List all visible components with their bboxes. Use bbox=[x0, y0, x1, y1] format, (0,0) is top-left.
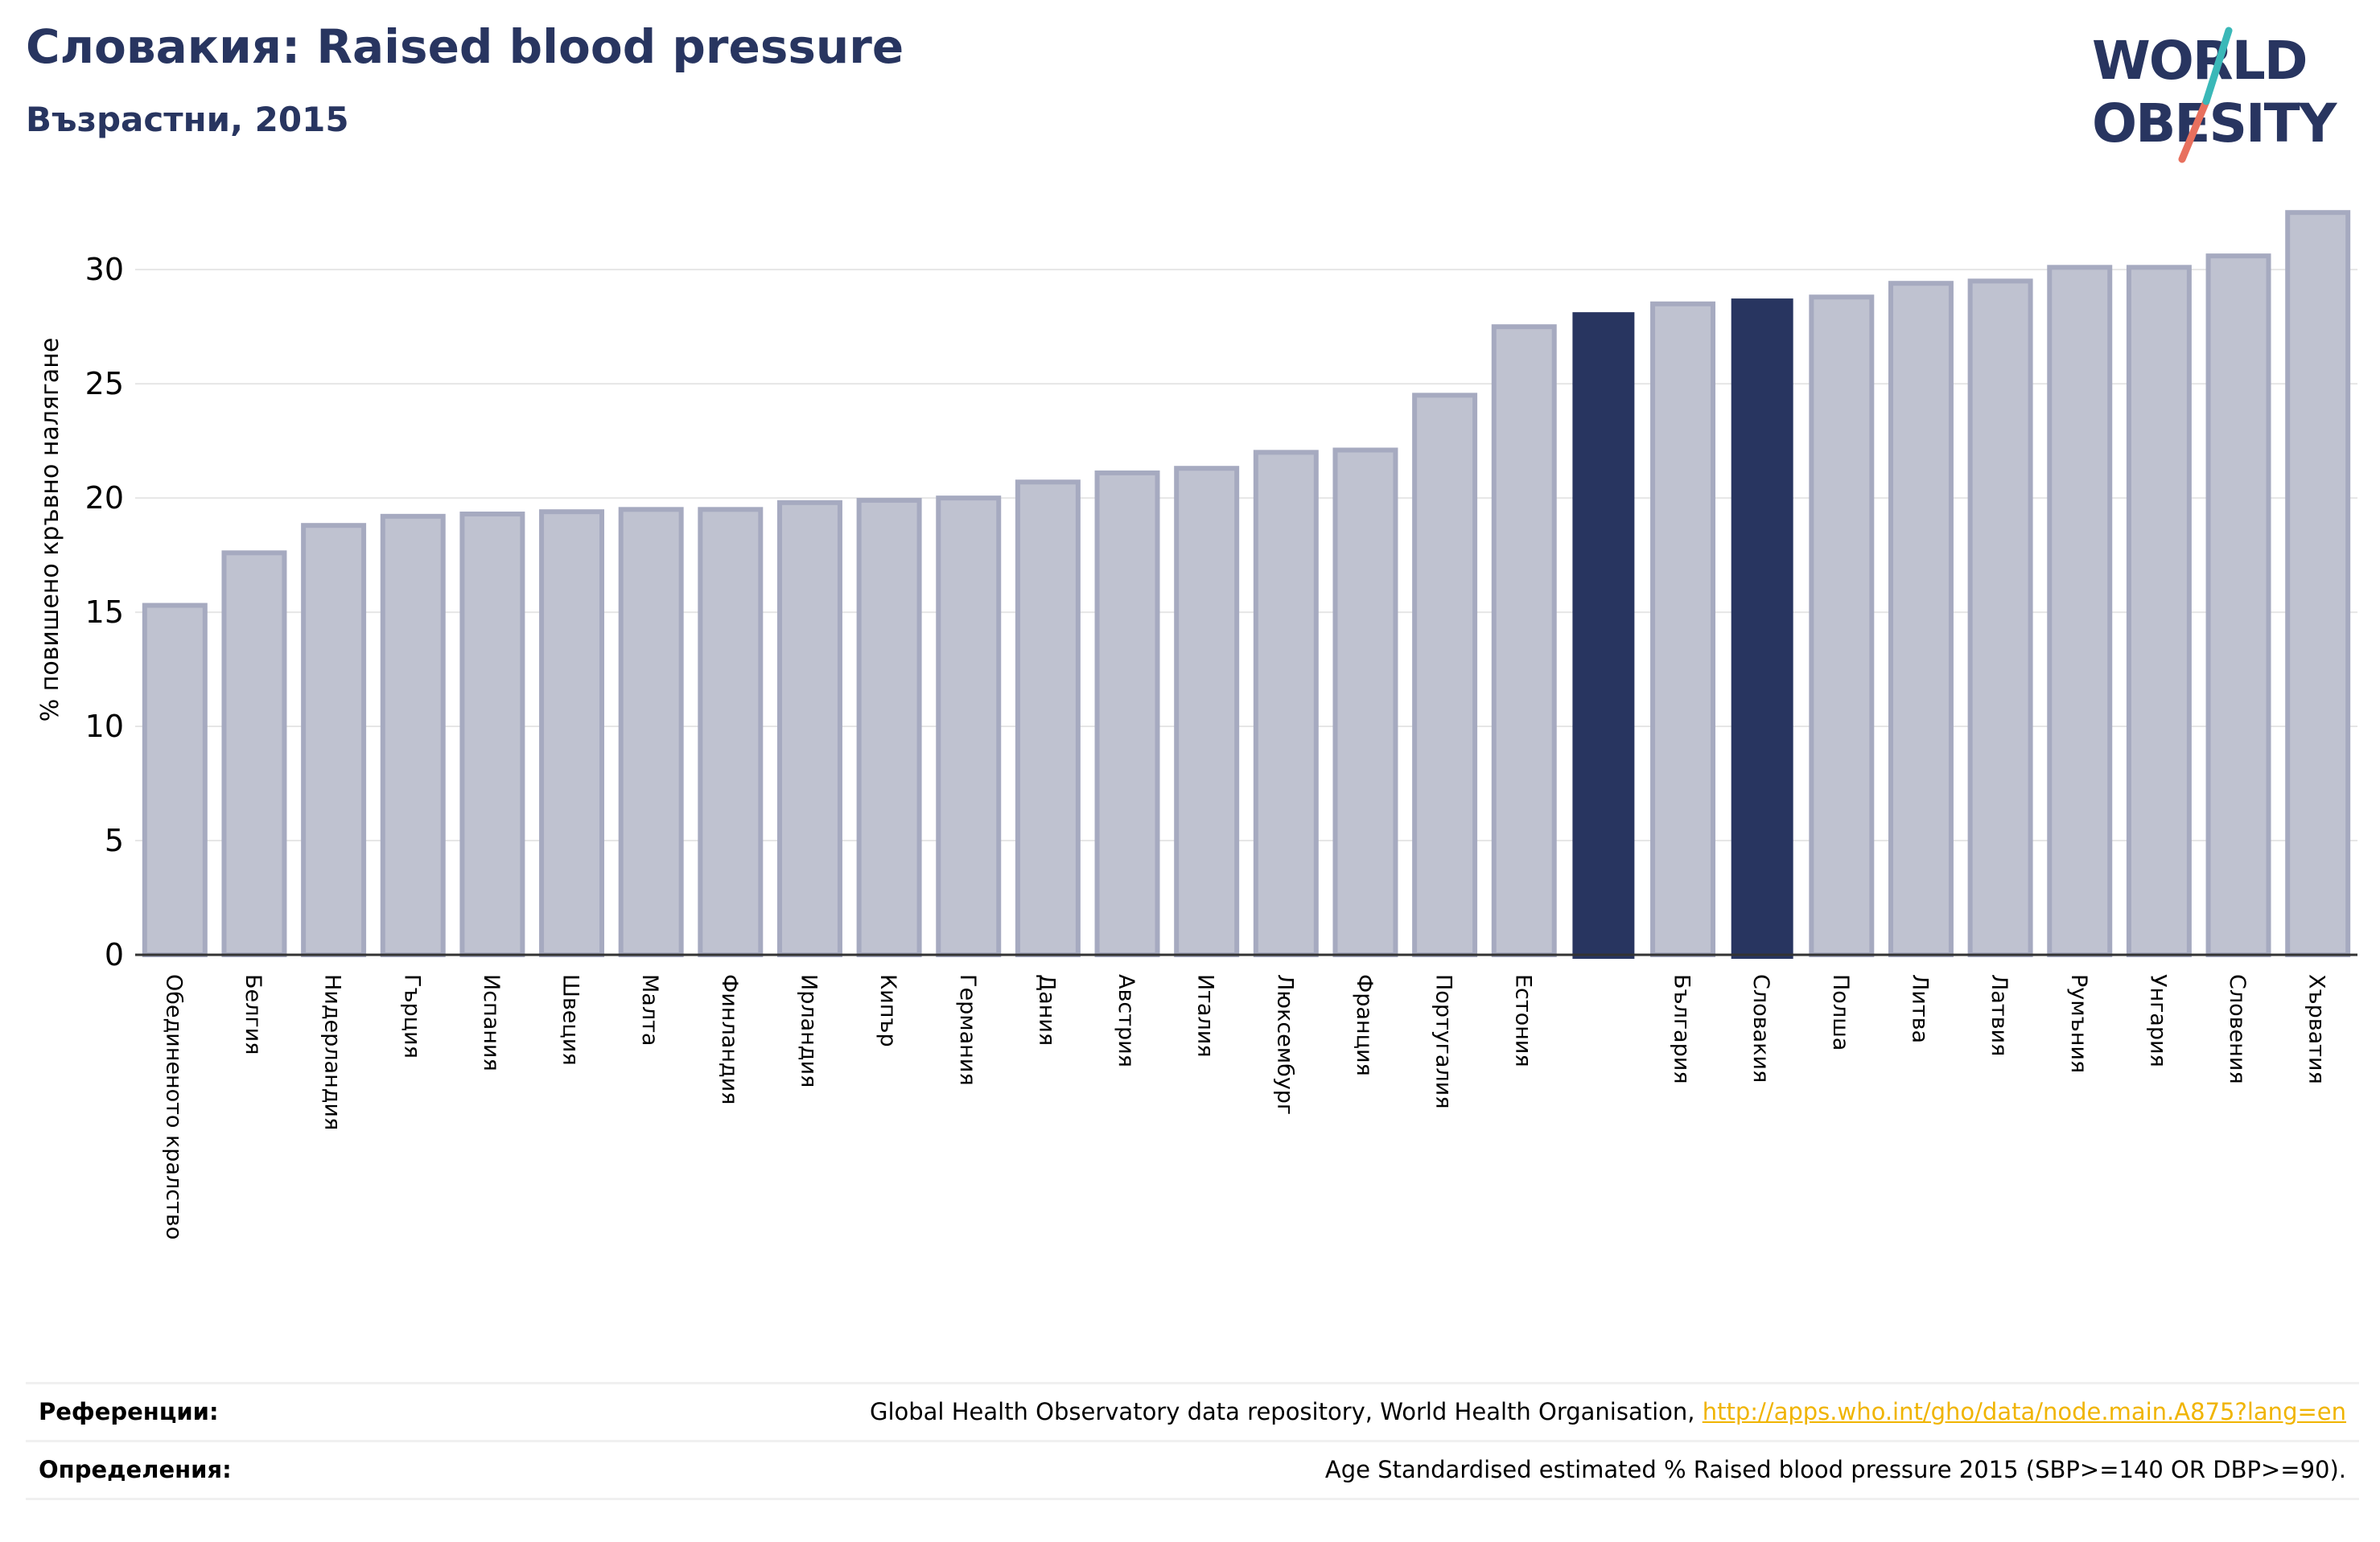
x-tick-label: Дания bbox=[1034, 974, 1059, 1046]
y-tick-label: 20 bbox=[85, 480, 124, 516]
references-text: Global Health Observatory data repositor… bbox=[869, 1398, 1703, 1425]
bar bbox=[459, 511, 525, 957]
x-tick-label: Ирландия bbox=[796, 974, 821, 1088]
x-tick-label: Люксембург bbox=[1272, 974, 1297, 1115]
y-tick-label: 10 bbox=[85, 709, 124, 744]
bar bbox=[301, 523, 367, 957]
footer-divider bbox=[26, 1498, 2359, 1500]
x-tick-label: Австрия bbox=[1114, 974, 1139, 1067]
bar bbox=[2285, 210, 2351, 957]
bar bbox=[618, 507, 684, 957]
bar bbox=[1253, 450, 1319, 957]
page-subtitle: Възрастни, 2015 bbox=[26, 100, 349, 139]
x-tick-label: Естония bbox=[1510, 974, 1535, 1067]
y-tick-label: 5 bbox=[105, 823, 124, 858]
bar bbox=[1094, 470, 1160, 957]
x-tick-label: Литва bbox=[1907, 974, 1932, 1043]
svg-text:WORLD: WORLD bbox=[2092, 30, 2307, 92]
x-tick-label: Гърция bbox=[399, 974, 424, 1059]
x-tick-label: Германия bbox=[955, 974, 980, 1086]
x-tick-label: Латвия bbox=[1987, 974, 2011, 1056]
bar bbox=[1015, 479, 1081, 957]
bar bbox=[539, 509, 605, 957]
y-axis-label: % повишено кръвно налягане bbox=[36, 338, 64, 722]
x-tick-label: Белгия bbox=[241, 974, 266, 1055]
bar bbox=[936, 495, 1002, 957]
svg-text:OBESITY: OBESITY bbox=[2092, 93, 2338, 154]
bar bbox=[1731, 298, 1793, 959]
bar bbox=[1572, 312, 1635, 959]
x-tick-label: Словакия bbox=[1748, 974, 1773, 1083]
y-tick-label: 15 bbox=[85, 594, 124, 630]
y-tick-label: 0 bbox=[105, 937, 124, 972]
x-tick-label: Италия bbox=[1193, 974, 1218, 1058]
definitions-label: Определения: bbox=[39, 1456, 232, 1483]
bar bbox=[1174, 466, 1240, 957]
x-tick-label: Кипър bbox=[875, 974, 900, 1047]
bar bbox=[1650, 301, 1716, 958]
x-tick-label: Франция bbox=[1352, 974, 1377, 1076]
bar bbox=[2126, 265, 2192, 958]
bar bbox=[856, 497, 922, 957]
x-tick-label: Унгария bbox=[2145, 974, 2170, 1067]
x-tick-label: Малта bbox=[637, 974, 662, 1046]
bar-chart: 0 5 10 15 20 25 30 % повишено кръвно налягане Об… bbox=[36, 210, 2357, 1240]
references-link[interactable]: http://apps.who.int/gho/data/node.main.A… bbox=[1702, 1398, 2346, 1425]
references-value: Global Health Observatory data repositor… bbox=[870, 1398, 2346, 1425]
bar bbox=[1967, 278, 2033, 957]
x-tick-label: Швеция bbox=[558, 974, 583, 1066]
x-tick-label: Полша bbox=[1828, 974, 1853, 1051]
bar bbox=[1809, 294, 1875, 958]
bar bbox=[1412, 393, 1478, 957]
definitions-row: Определения: Age Standardised estimated … bbox=[26, 1456, 2359, 1496]
bar bbox=[1491, 324, 1557, 957]
bar bbox=[698, 507, 764, 957]
x-tick-label: Словения bbox=[2225, 974, 2250, 1084]
bar bbox=[776, 500, 842, 957]
y-tick-label: 25 bbox=[85, 366, 124, 401]
bar bbox=[2047, 265, 2113, 958]
page-title: Словакия: Raised blood pressure bbox=[26, 19, 904, 74]
x-tick-label: Испания bbox=[479, 974, 504, 1071]
y-tick-label: 30 bbox=[85, 252, 124, 287]
world-obesity-logo: WORLD OBESITY bbox=[2092, 27, 2340, 163]
bar bbox=[1332, 447, 1398, 957]
x-tick-label: Румъния bbox=[2066, 974, 2091, 1073]
x-tick-label: България bbox=[1670, 974, 1694, 1084]
bar bbox=[380, 513, 446, 957]
bar bbox=[142, 602, 208, 958]
bar bbox=[1888, 281, 1954, 957]
bar bbox=[2205, 253, 2271, 957]
x-tick-label: Финландия bbox=[717, 974, 742, 1104]
x-tick-label: Обединеното кралство bbox=[161, 974, 186, 1240]
x-tick-label: Хърватия bbox=[2304, 974, 2329, 1084]
x-tick-label: Нидерландия bbox=[320, 974, 345, 1130]
footer-divider bbox=[26, 1382, 2359, 1384]
definitions-text: Age Standardised estimated % Raised bloo… bbox=[1324, 1456, 2346, 1483]
bar bbox=[221, 550, 287, 957]
references-label: Референции: bbox=[39, 1398, 219, 1425]
footer-divider bbox=[26, 1440, 2359, 1442]
references-row: Референции: Global Health Observatory da… bbox=[26, 1398, 2359, 1438]
x-tick-label: Португалия bbox=[1431, 974, 1456, 1108]
